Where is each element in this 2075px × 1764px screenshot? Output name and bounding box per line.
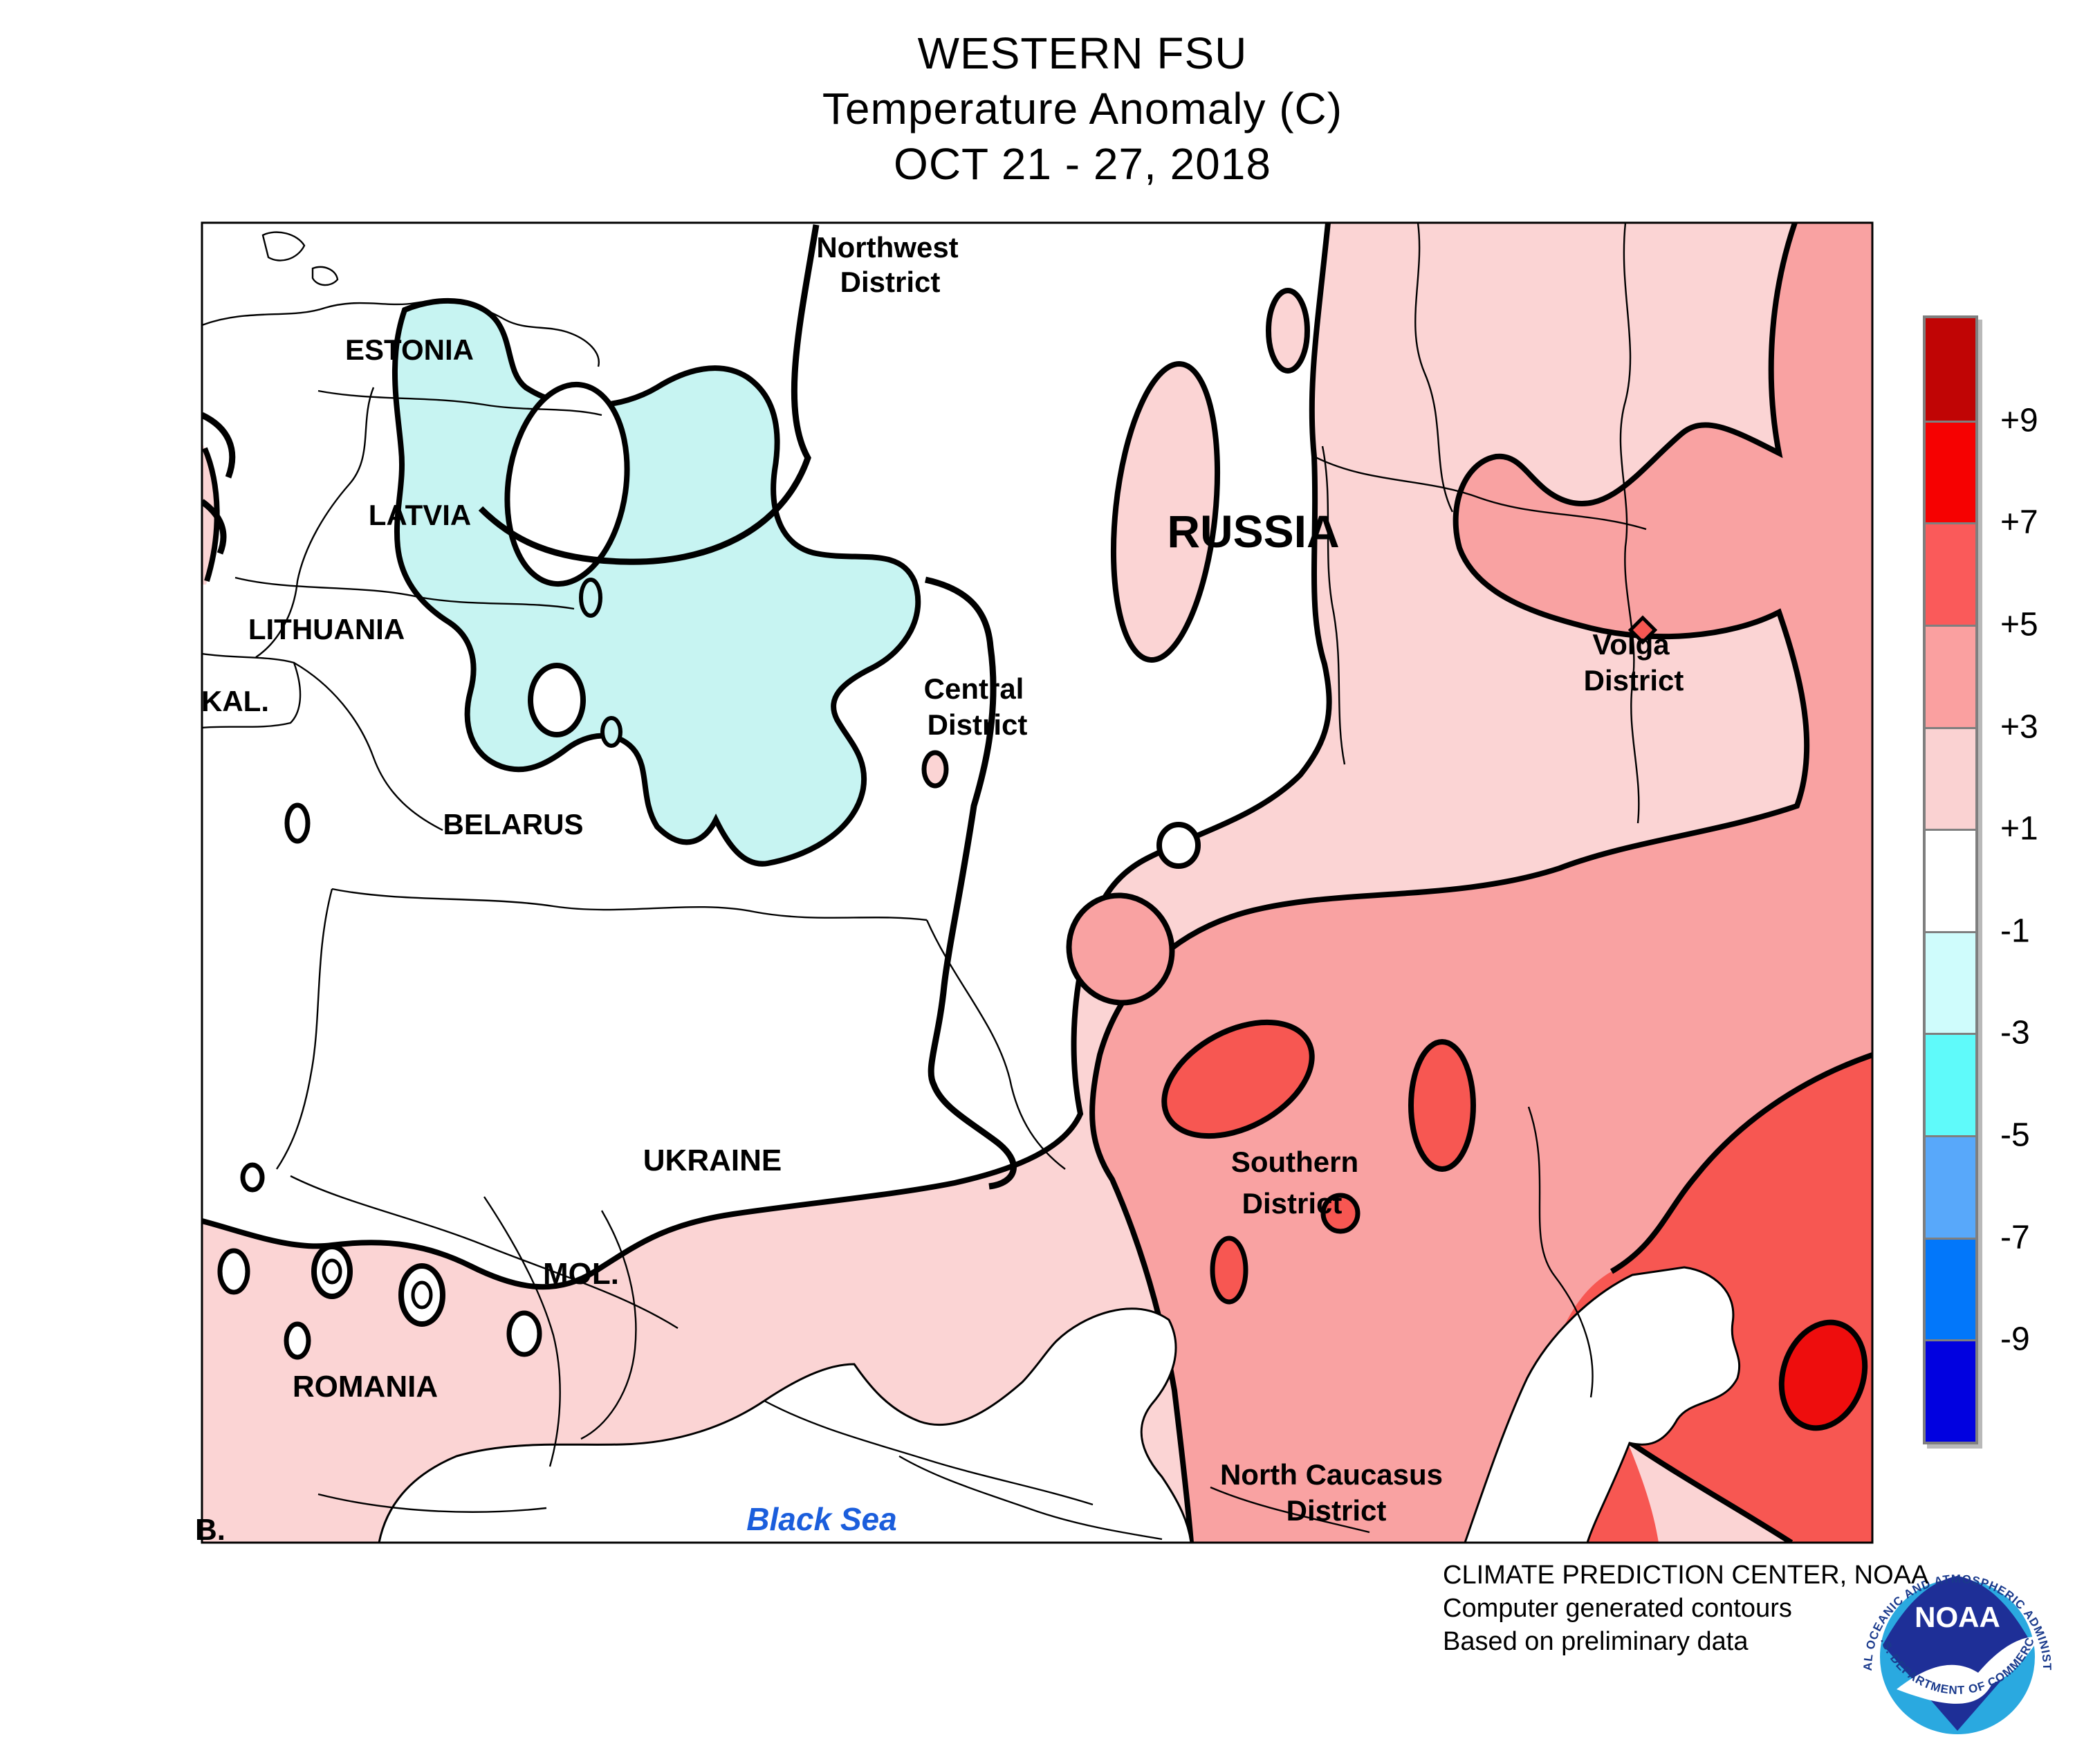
contour-zero-left-hook-2 (202, 499, 227, 555)
white-ring-8 (143, 874, 158, 899)
colorbar-cell-3 (1926, 624, 1975, 727)
country-borders (202, 223, 1647, 1541)
contour-plus3 (1089, 223, 1810, 1543)
black-sea (378, 1307, 1192, 1543)
white-ring-7 (284, 802, 311, 844)
contour-left-sliver (202, 447, 220, 582)
colorbar-tick-+9: +9 (2000, 402, 2038, 439)
label-kal: KAL. (201, 685, 269, 717)
white-ring-3 (311, 1244, 353, 1299)
page-title-line2: Temperature Anomaly (C) (822, 84, 1343, 134)
cyan-white-corridor (504, 381, 630, 587)
region-plus5-blob-b (1408, 1039, 1476, 1172)
label-north-caucasus-district-2: District (1286, 1494, 1387, 1527)
region-plus5-blob-a (1161, 1019, 1315, 1139)
region-plus7-spot (1778, 1319, 1868, 1431)
label-north-caucasus-district-1: North Caucasus (1219, 1458, 1444, 1491)
label-northwest-district-2: District (840, 266, 941, 298)
colorbar-cell-9 (1926, 1237, 1975, 1340)
colorbar-cell-2 (1926, 522, 1975, 625)
label-lithuania: LITHUANIA (248, 613, 405, 645)
colorbar-tick--7: -7 (2000, 1219, 2030, 1256)
label-northwest-district-1: Northwest (816, 231, 959, 264)
label-central-district-2: District (927, 708, 1028, 741)
colorbar-tick--5: -5 (2000, 1117, 2030, 1154)
colorbar-cell-6 (1926, 930, 1975, 1033)
label-romania: ROMANIA (292, 1370, 439, 1404)
page-title-line3: OCT 21 - 27, 2018 (894, 139, 1271, 189)
map-border (201, 221, 1874, 1544)
label-estonia: ESTONIA (345, 333, 474, 366)
cyan-dot-1 (600, 716, 622, 748)
label-black-sea: Black Sea (746, 1501, 897, 1537)
white-ring-1 (240, 1162, 265, 1193)
anomaly-colorbar (1923, 315, 1978, 1444)
contour-plus1 (202, 223, 1332, 1290)
page-title-line1: WESTERN FSU (917, 28, 1248, 78)
colorbar-cell-0 (1926, 318, 1975, 421)
white-ring-5 (398, 1263, 445, 1327)
label-southern-district-1: Southern (1230, 1146, 1359, 1178)
white-ring-9 (1156, 822, 1201, 869)
contour-zero-central (925, 576, 1017, 1190)
region-plus1-small-oval (1266, 288, 1310, 374)
colorbar-tick-+3: +3 (2000, 708, 2038, 746)
label-volga-district-2: District (1583, 664, 1684, 697)
region-plus5-diamond (1627, 615, 1658, 645)
label-b: B. (195, 1513, 225, 1547)
white-ring-5b (411, 1280, 433, 1310)
label-russia: RUSSIA (1167, 506, 1340, 557)
label-central-district-1: Central (923, 672, 1024, 705)
contour-plus5-caspian-arc (1625, 1437, 1793, 1543)
colorbar-cell-4 (1926, 726, 1975, 829)
colorbar-tick-+5: +5 (2000, 606, 2038, 643)
region-plus1-dot-central (921, 750, 949, 789)
contour-zero-left-hook-1 (202, 412, 236, 479)
colorbar-cell-5 (1926, 829, 1975, 931)
label-volga-district-1: Volga (1592, 628, 1670, 661)
credit-line1: CLIMATE PREDICTION CENTER, NOAA (1443, 1561, 1929, 1590)
contour-zero-northwest (478, 224, 820, 565)
label-southern-district-2: District (1242, 1187, 1343, 1220)
region-plus1-caspian-wedge (1627, 1440, 1791, 1543)
white-ring-2 (217, 1248, 250, 1295)
region-plus1-valdai-oval (1110, 361, 1221, 663)
caspian-sea (1464, 1266, 1741, 1543)
noaa-logo-bird-icon (1897, 1636, 2040, 1704)
colorbar-tick-+7: +7 (2000, 504, 2038, 541)
region-plus5-blob-d (1210, 1235, 1248, 1305)
region-plus3-kidney (1066, 892, 1175, 1006)
colorbar-cell-7 (1926, 1033, 1975, 1135)
colorbar-cell-10 (1926, 1339, 1975, 1442)
label-mol: MOL. (543, 1257, 619, 1291)
white-ring-4 (284, 1321, 311, 1360)
contour-plus5-southeast (1610, 1052, 1872, 1274)
credit-line2: Computer generated contours (1443, 1594, 1792, 1623)
noaa-logo-sky (1883, 1576, 2032, 1731)
white-ring-6 (506, 1310, 542, 1357)
map-regions (143, 223, 1872, 1543)
cyan-white-hole (528, 663, 586, 737)
colorbar-tick--9: -9 (2000, 1321, 2030, 1358)
cyan-dot-2 (579, 578, 602, 618)
white-ring-3b (322, 1258, 342, 1285)
region-plus5-blob-c (1320, 1193, 1361, 1234)
colorbar-tick--3: -3 (2000, 1014, 2030, 1051)
label-latvia: LATVIA (368, 499, 472, 531)
label-ukraine: UKRAINE (643, 1143, 782, 1177)
colorbar-cell-8 (1926, 1135, 1975, 1238)
credit-line3: Based on preliminary data (1443, 1627, 1749, 1656)
colorbar-tick--1: -1 (2000, 912, 2030, 950)
noaa-logo-wordmark: NOAA (1915, 1601, 2000, 1633)
label-belarus: BELARUS (443, 808, 584, 840)
colorbar-tick-+1: +1 (2000, 810, 2038, 847)
colorbar-cell-1 (1926, 420, 1975, 523)
